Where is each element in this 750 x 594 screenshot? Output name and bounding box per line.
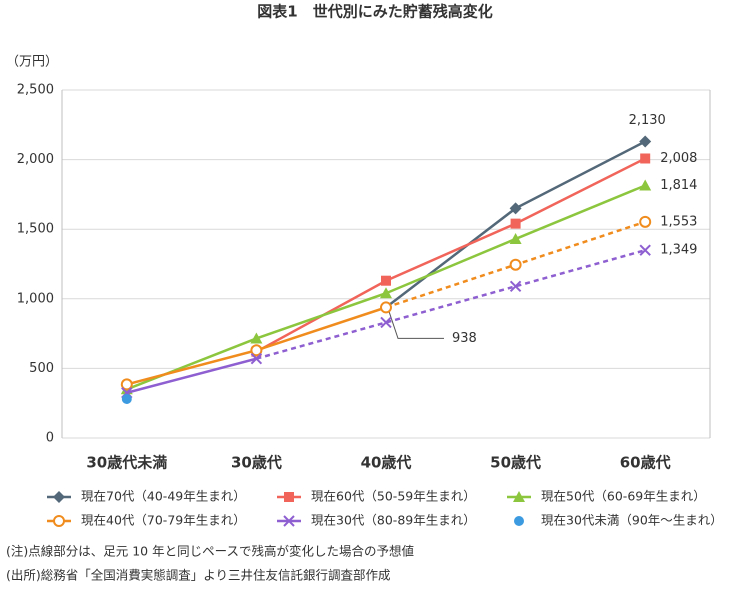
data-label: 2,008 — [660, 151, 697, 166]
marker — [640, 153, 651, 164]
note: (注)点線部分は、足元 10 年と同じペースで残高が変化した場合の予想値 — [6, 544, 414, 559]
y-tick-label: 2,000 — [17, 152, 54, 167]
marker — [510, 218, 521, 229]
marker — [509, 258, 522, 271]
data-label: 2,130 — [629, 113, 666, 128]
data-label: 1,553 — [660, 214, 697, 229]
x-tick-label: 50歳代 — [490, 454, 541, 472]
y-tick-label: 500 — [29, 361, 54, 376]
series-line — [255, 157, 646, 353]
marker — [381, 275, 391, 286]
marker — [53, 515, 65, 527]
x-tick-label: 40歳代 — [361, 454, 412, 472]
series-line — [256, 249, 646, 360]
note: (出所)総務省「全国消費実態調査」より三井住友信託銀行調査部作成 — [6, 568, 391, 583]
marker — [380, 287, 392, 299]
legend-label: 現在70代（40-49年生まれ） — [81, 489, 246, 504]
marker — [639, 135, 652, 148]
legend-label: 現在50代（60-69年生まれ） — [541, 489, 706, 504]
marker — [121, 394, 132, 405]
marker — [284, 492, 294, 502]
y-axis-label: （万円） — [6, 55, 58, 70]
marker — [639, 244, 651, 256]
y-tick-label: 0 — [46, 431, 54, 446]
legend-label: 現在30代未満（90年～生まれ） — [541, 513, 723, 528]
x-tick-label: 30歳代未満 — [86, 454, 167, 472]
series-line — [126, 357, 257, 394]
legend-label: 現在40代（70-79年生まれ） — [81, 513, 246, 528]
marker — [509, 232, 522, 244]
marker — [639, 179, 652, 191]
chart-title: 図表1 世代別にみた貯蓄残高変化 — [257, 3, 492, 21]
marker — [250, 344, 263, 357]
marker — [380, 316, 392, 329]
marker — [509, 202, 522, 215]
marker — [120, 378, 133, 391]
y-tick-label: 1,000 — [17, 291, 54, 306]
marker — [513, 491, 525, 502]
x-tick-label: 30歳代 — [231, 454, 282, 472]
legend-label: 現在60代（50-59年生まれ） — [311, 489, 476, 504]
marker — [250, 352, 263, 365]
leader-line — [388, 311, 444, 339]
data-label: 938 — [452, 331, 477, 346]
data-label: 1,349 — [660, 243, 697, 258]
marker — [509, 280, 522, 292]
marker — [283, 515, 295, 527]
marker — [380, 301, 392, 314]
y-tick-label: 2,500 — [17, 83, 54, 98]
x-tick-label: 60歳代 — [620, 454, 671, 472]
marker — [514, 516, 524, 526]
marker — [53, 491, 65, 503]
legend-label: 現在30代（80-89年生まれ） — [311, 513, 476, 528]
marker — [639, 215, 652, 228]
data-label: 1,814 — [660, 178, 697, 193]
marker — [250, 332, 263, 344]
y-tick-label: 1,500 — [17, 222, 54, 237]
